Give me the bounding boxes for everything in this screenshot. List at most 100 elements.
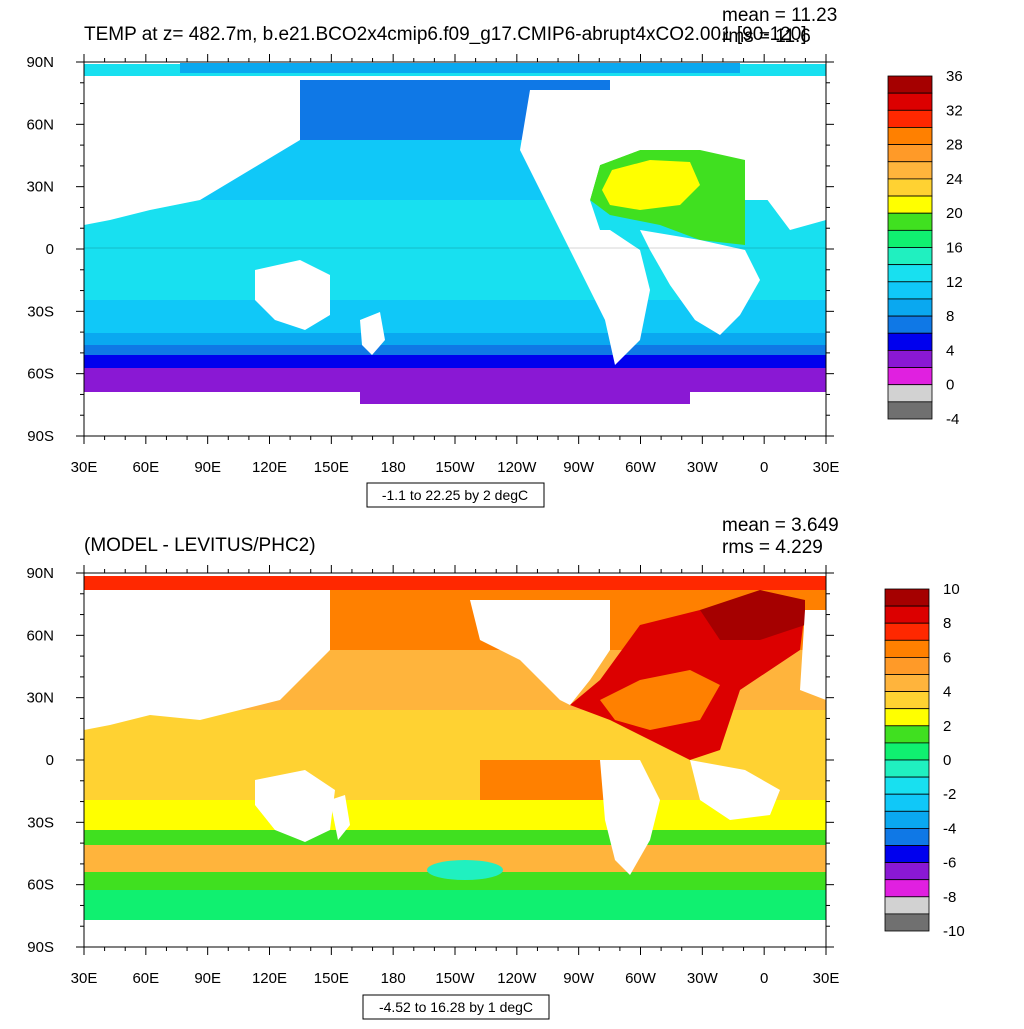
diff-antarctic (84, 890, 826, 920)
band-south-4 (84, 355, 826, 369)
diff-south-4 (84, 872, 826, 892)
x-tick-label: 60W (625, 459, 657, 476)
colorbar-box (884, 913, 930, 932)
panel1-range-box (366, 482, 545, 508)
panel-temperature: TEMP at z= 482.7m, b.e21.BCO2x4cmip6.f09… (26, 5, 963, 508)
colorbar-box (887, 75, 933, 94)
x-tick-label: 60E (132, 459, 159, 476)
y-tick-label: 30S (27, 303, 54, 320)
colorbar-label: -4 (946, 411, 959, 428)
colorbar-box (887, 229, 933, 248)
x-tick-label: 120E (252, 970, 287, 987)
x-tick-label: 60W (625, 970, 657, 987)
colorbar-box (884, 776, 930, 795)
colorbar-box (887, 315, 933, 334)
atlantic-hot-core (602, 160, 700, 210)
y-tick-label: 30N (26, 179, 54, 196)
panel1-rms: rms = 11.6 (722, 26, 811, 47)
colorbar-label: 0 (946, 377, 954, 394)
colorbar-label: -4 (943, 820, 956, 837)
colorbar-label: 12 (946, 274, 963, 291)
diff-south-1 (84, 800, 826, 830)
panel2-title: (MODEL - LEVITUS/PHC2) (84, 535, 316, 556)
colorbar-label: 16 (946, 240, 963, 257)
diff-arctic (84, 576, 826, 590)
x-tick-label: 90W (563, 459, 595, 476)
x-tick-label: 150W (435, 459, 475, 476)
diff-north-atlantic-max (700, 590, 805, 640)
colorbar-box (884, 639, 930, 658)
colorbar-box (884, 605, 930, 624)
x-tick-label: 90E (194, 970, 221, 987)
colorbar-box (887, 401, 933, 420)
colorbar-box (887, 178, 933, 197)
colorbar-box (884, 810, 930, 829)
panel1-map (84, 62, 826, 436)
colorbar-label: 0 (943, 752, 951, 769)
x-tick-label: 150E (314, 459, 349, 476)
band-antarctic-edge (360, 390, 690, 404)
y-tick-label: 30N (26, 690, 54, 707)
x-tick-label: 150E (314, 970, 349, 987)
colorbar-label: 20 (946, 205, 963, 222)
band-south-3 (84, 345, 826, 357)
colorbar-box (884, 845, 930, 864)
colorbar-label: 36 (946, 68, 963, 85)
colorbar-box (887, 349, 933, 368)
colorbar-box (884, 828, 930, 846)
x-tick-label: 0 (760, 970, 768, 987)
colorbar-box (887, 127, 933, 145)
x-tick-label: 90E (194, 459, 221, 476)
colorbar-box (887, 384, 933, 403)
colorbar-box (884, 759, 930, 778)
colorbar-label: 28 (946, 137, 963, 154)
colorbar-label: 8 (943, 615, 951, 632)
colorbar-box (887, 92, 933, 111)
colorbar-box (884, 657, 930, 675)
colorbar-label: -6 (943, 855, 956, 872)
colorbar-box (887, 161, 933, 180)
colorbar-box (884, 708, 930, 727)
colorbar-box (884, 879, 930, 898)
colorbar-box (884, 793, 930, 812)
panel2-range-box (362, 994, 550, 1020)
x-tick-label: 180 (381, 970, 406, 987)
panel2-range-label: -4.52 to 16.28 by 1 degC (379, 999, 533, 1015)
y-tick-label: 90N (26, 54, 54, 71)
colorbar-box (887, 367, 933, 386)
x-tick-label: 0 (760, 459, 768, 476)
panel1-ticks: 30E 60E 90E 120E 150E 180 150W 120W 90W 60W 30W 0 30… (26, 54, 839, 476)
panel2-mean: mean = 3.649 (722, 515, 839, 536)
x-tick-label: 30E (813, 459, 840, 476)
panel1-range-label: -1.1 to 22.25 by 2 degC (382, 487, 528, 503)
colorbar-box (884, 896, 930, 915)
panel2-map (84, 573, 826, 947)
colorbar-label: -2 (943, 786, 956, 803)
colorbar-box (884, 691, 930, 710)
colorbar-box (887, 281, 933, 300)
x-tick-label: 60E (132, 970, 159, 987)
diff-cool-spot (427, 860, 503, 880)
y-tick-label: 0 (46, 241, 54, 258)
colorbar-box (884, 862, 930, 881)
y-tick-label: 60S (27, 877, 54, 894)
x-tick-label: 120W (497, 459, 537, 476)
panel1-mean: mean = 11.23 (722, 5, 837, 26)
x-tick-label: 30E (71, 459, 98, 476)
band-south-2 (84, 333, 826, 347)
colorbar-label: -10 (943, 923, 965, 940)
colorbar-label: 4 (946, 342, 954, 359)
colorbar-box (884, 622, 930, 641)
y-tick-label: 0 (46, 752, 54, 769)
colorbar-label: 24 (946, 171, 963, 188)
y-tick-label: 60N (26, 116, 54, 133)
colorbar-label: 2 (943, 718, 951, 735)
y-tick-label: 60S (27, 366, 54, 383)
x-tick-label: 120W (497, 970, 537, 987)
x-tick-label: 90W (563, 970, 595, 987)
colorbar-box (887, 144, 933, 163)
panel-difference: (MODEL - LEVITUS/PHC2) mean = 3.649 rms … (26, 515, 965, 1020)
colorbar-box (887, 298, 933, 317)
x-tick-label: 30E (813, 970, 840, 987)
band-arctic-deep (180, 63, 740, 73)
